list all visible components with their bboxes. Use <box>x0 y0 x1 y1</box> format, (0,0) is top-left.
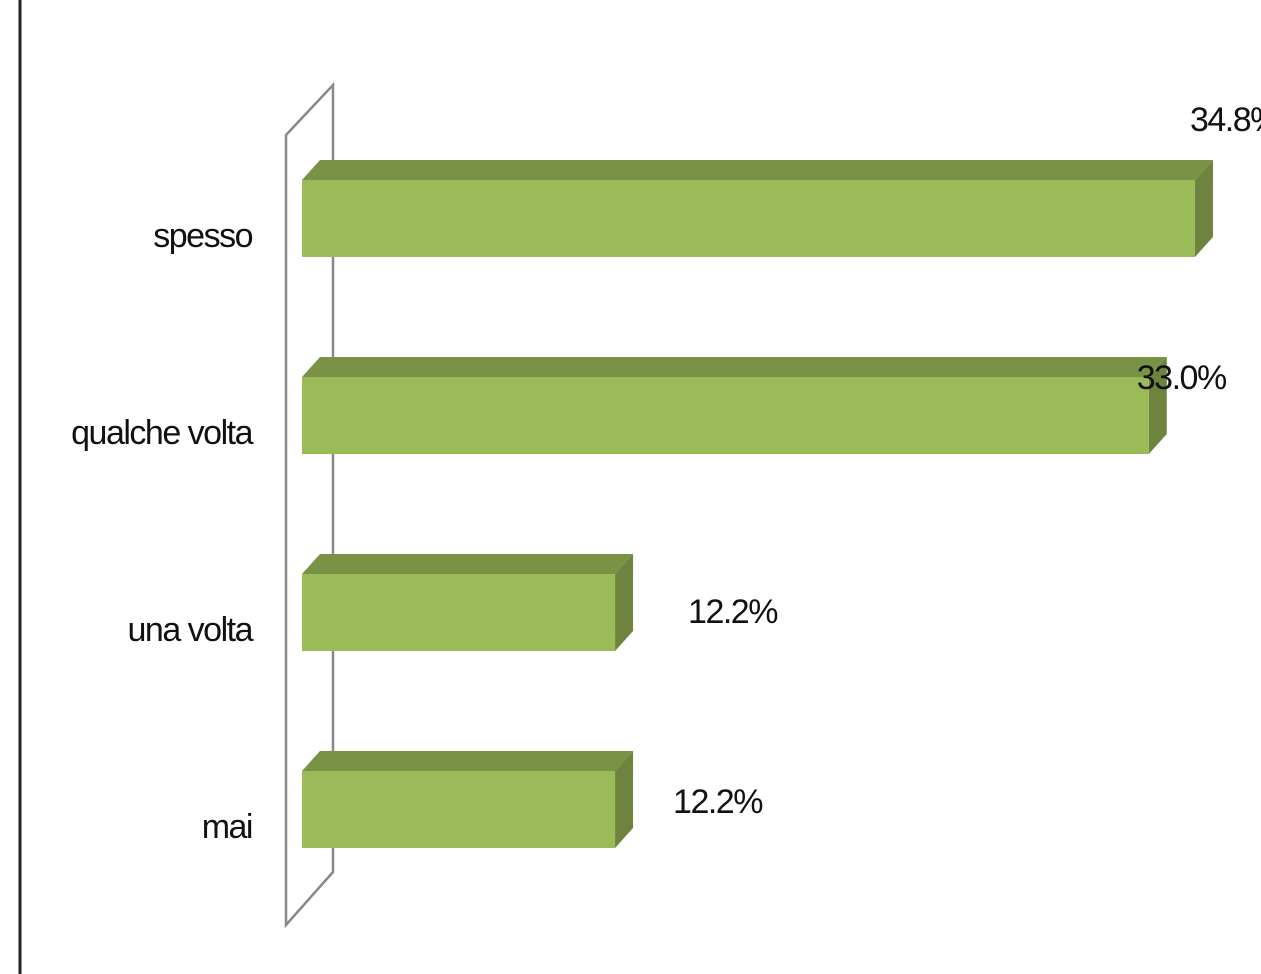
y-tick-label: spesso <box>153 217 252 255</box>
bar-side <box>615 751 634 848</box>
data-label: 34.8% <box>1190 101 1261 139</box>
bar <box>302 771 616 848</box>
data-label: 12.2% <box>688 593 778 631</box>
bar-side <box>615 554 634 651</box>
y-tick-label: qualche volta <box>71 414 253 452</box>
bar <box>302 574 616 651</box>
data-label: 12.2% <box>673 783 763 821</box>
bar <box>302 377 1149 454</box>
data-label: 33.0% <box>1137 359 1227 397</box>
bars <box>302 160 1213 848</box>
bar-top <box>302 160 1213 180</box>
y-tick-label: una volta <box>128 611 254 649</box>
back-wall <box>284 81 335 929</box>
bar <box>302 180 1195 257</box>
bar-top <box>302 554 634 574</box>
y-tick-label: mai <box>202 808 252 846</box>
bar-top <box>302 751 634 771</box>
bar-side <box>1194 160 1213 257</box>
bar-top <box>302 357 1167 377</box>
bar-side <box>1148 357 1167 454</box>
